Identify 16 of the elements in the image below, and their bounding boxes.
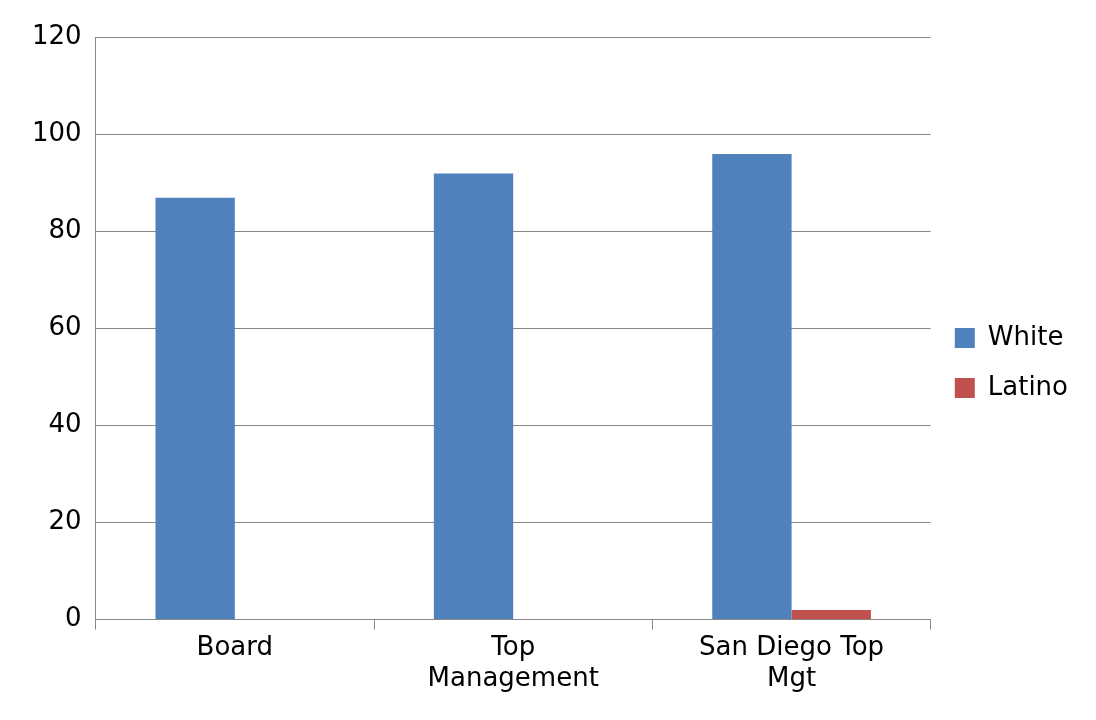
bar (155, 197, 235, 620)
y-tick-label: 120 (31, 20, 82, 51)
bar (791, 609, 871, 620)
bar (712, 154, 792, 620)
legend-label: White (987, 320, 1064, 351)
y-tick-label: 100 (31, 117, 82, 148)
y-tick-label: 20 (48, 505, 82, 536)
y-tick-label: 0 (65, 602, 82, 633)
x-tick-label: San Diego Top Mgt (699, 630, 885, 693)
y-tick-label: 60 (48, 311, 82, 342)
x-tick-label: Top Management (427, 630, 599, 693)
bar (433, 173, 514, 620)
x-tick-label: Board (196, 630, 274, 661)
y-tick-label: 40 (48, 408, 82, 439)
legend-label: Latino (987, 370, 1069, 401)
y-tick-label: 80 (48, 214, 82, 245)
